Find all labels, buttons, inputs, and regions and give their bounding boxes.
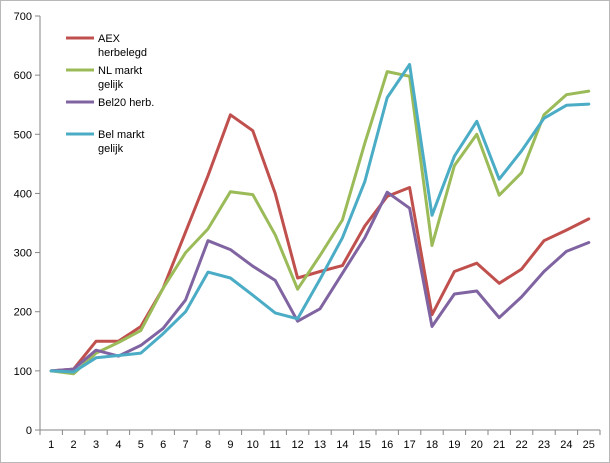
x-tick-label: 25: [583, 439, 595, 451]
legend-label: Bel markt: [98, 129, 144, 141]
legend-item: NL markt gelijk: [66, 65, 142, 91]
x-tick-label: 6: [160, 439, 166, 451]
x-tick-label: 5: [138, 439, 144, 451]
x-tick-label: 2: [71, 439, 77, 451]
series-line-1: [49, 113, 591, 373]
x-tick-label: 15: [359, 439, 371, 451]
x-tick-label: 14: [336, 439, 348, 451]
x-tick-label: 20: [471, 439, 483, 451]
y-tick-label: 700: [14, 11, 32, 23]
x-tick-label: 3: [93, 439, 99, 451]
legend-label: NL markt: [98, 65, 142, 77]
x-tick-label: 16: [381, 439, 393, 451]
x-tick-label: 19: [448, 439, 460, 451]
legend-item: Bel20 herb.: [66, 97, 154, 109]
x-tick-label: 18: [426, 439, 438, 451]
y-tick-label: 200: [14, 307, 32, 319]
y-tick-label: 600: [14, 70, 32, 82]
legend-item: Bel markt gelijk: [66, 129, 144, 155]
x-tick-label: 12: [291, 439, 303, 451]
series-lines: [49, 63, 591, 376]
x-tick-label: 24: [560, 439, 572, 451]
y-tick-label: 500: [14, 129, 32, 141]
x-tick-label: 9: [227, 439, 233, 451]
legend-label: gelijk: [98, 79, 124, 91]
x-tick-label: 7: [183, 439, 189, 451]
y-tick-label: 400: [14, 188, 32, 200]
y-tick-label: 0: [26, 425, 32, 437]
series-line-4: [49, 63, 591, 374]
x-tick-label: 11: [269, 439, 280, 451]
chart-axes: [39, 16, 600, 431]
x-tick-label: 13: [314, 439, 326, 451]
x-tick-label: 10: [247, 439, 259, 451]
x-tick-label: 4: [115, 439, 121, 451]
series-line-2: [49, 70, 591, 376]
x-tick-label: 21: [493, 439, 505, 451]
x-tick-label: 1: [48, 439, 54, 451]
x-tick-label: 22: [515, 439, 527, 451]
x-tick-label: 8: [205, 439, 211, 451]
legend-label: Bel20 herb.: [98, 97, 154, 109]
x-axis-ticks: 1 2 3 4 5 6 7 8 9 10 11 12 13 14 15 16 17 18 19 20 21 22 23 24 2…: [39, 430, 601, 451]
y-axis-ticks: 0 100 200 300 400 500 600 700: [14, 11, 40, 437]
x-tick-label: 23: [538, 439, 550, 451]
y-tick-label: 300: [14, 248, 32, 260]
legend: AEX herbelegd NL markt gelijk Bel20 herb. Bel…: [66, 33, 154, 155]
y-tick-label: 100: [14, 366, 32, 378]
series-line-3: [49, 190, 591, 373]
legend-label: gelijk: [98, 143, 124, 155]
legend-label: AEX: [98, 33, 121, 45]
x-tick-label: 17: [403, 439, 415, 451]
legend-item: AEX herbelegd: [66, 33, 147, 59]
legend-label: herbelegd: [98, 47, 147, 59]
